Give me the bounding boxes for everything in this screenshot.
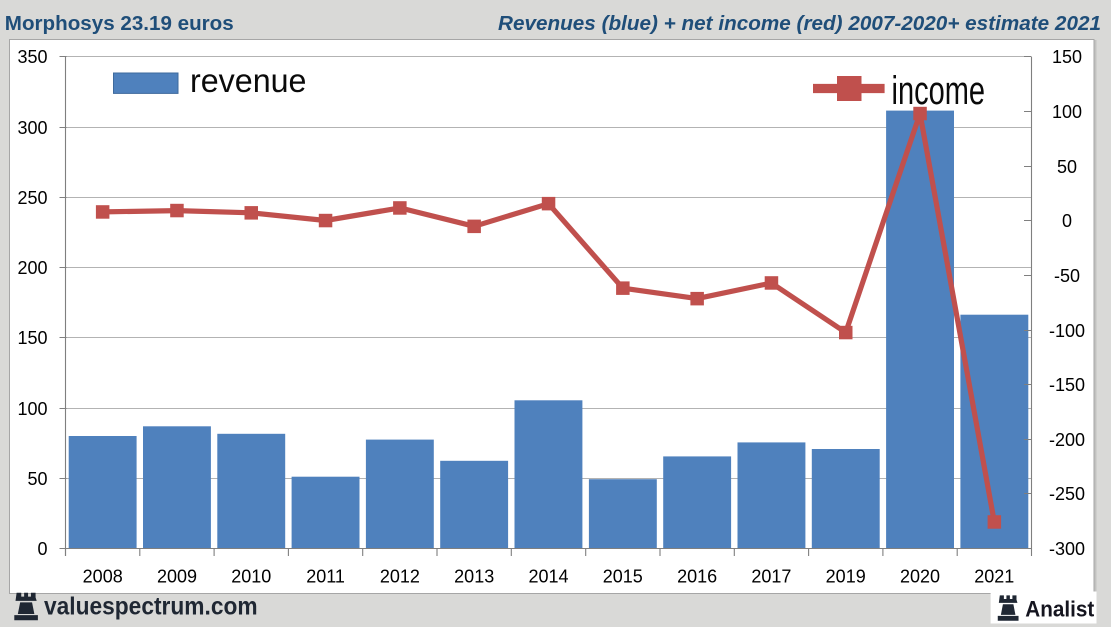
svg-text:valuespectrum.com: valuespectrum.com bbox=[44, 593, 258, 621]
svg-text:2015: 2015 bbox=[603, 567, 643, 587]
svg-text:-200: -200 bbox=[1049, 430, 1085, 450]
svg-text:100: 100 bbox=[1052, 102, 1082, 122]
svg-text:2019: 2019 bbox=[826, 567, 866, 587]
svg-text:Analist: Analist bbox=[1025, 596, 1094, 622]
svg-text:350: 350 bbox=[17, 47, 47, 67]
svg-text:2017: 2017 bbox=[751, 567, 791, 587]
svg-text:2021: 2021 bbox=[974, 567, 1014, 587]
svg-text:revenue: revenue bbox=[190, 62, 307, 99]
svg-text:50: 50 bbox=[1057, 157, 1077, 177]
svg-text:-250: -250 bbox=[1049, 484, 1085, 504]
svg-text:-100: -100 bbox=[1049, 321, 1085, 341]
svg-text:0: 0 bbox=[37, 539, 47, 559]
svg-text:0: 0 bbox=[1062, 211, 1072, 231]
svg-text:Morphosys 23.19 euros: Morphosys 23.19 euros bbox=[5, 12, 234, 35]
svg-text:300: 300 bbox=[17, 118, 47, 138]
svg-text:150: 150 bbox=[17, 328, 47, 348]
svg-text:2014: 2014 bbox=[528, 567, 568, 587]
svg-text:2010: 2010 bbox=[231, 567, 271, 587]
svg-text:2011: 2011 bbox=[306, 567, 345, 587]
svg-text:-150: -150 bbox=[1049, 375, 1085, 395]
svg-text:-50: -50 bbox=[1054, 266, 1080, 286]
svg-text:200: 200 bbox=[17, 258, 47, 278]
svg-text:2009: 2009 bbox=[157, 567, 197, 587]
svg-text:2012: 2012 bbox=[380, 567, 420, 587]
svg-text:2013: 2013 bbox=[454, 567, 494, 587]
svg-text:50: 50 bbox=[27, 469, 47, 489]
svg-text:2016: 2016 bbox=[677, 567, 717, 587]
svg-text:2008: 2008 bbox=[83, 567, 123, 587]
svg-text:Revenues (blue) + net income (: Revenues (blue) + net income (red) 2007-… bbox=[498, 12, 1101, 35]
svg-text:income: income bbox=[892, 69, 986, 113]
svg-text:150: 150 bbox=[1052, 47, 1082, 67]
svg-text:250: 250 bbox=[17, 188, 47, 208]
svg-text:100: 100 bbox=[17, 399, 47, 419]
svg-text:-300: -300 bbox=[1049, 539, 1085, 559]
svg-text:2020: 2020 bbox=[900, 567, 940, 587]
